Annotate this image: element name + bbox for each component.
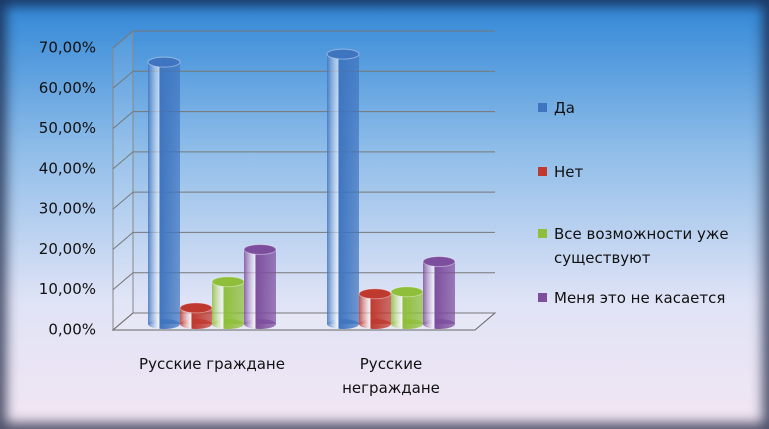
legend-item: Меня это не касается (538, 286, 753, 310)
x-tick-label: Русские неграждане (342, 355, 440, 397)
y-tick-label: 20,00% (39, 240, 96, 258)
grid-line (112, 272, 495, 291)
bar-bottom (391, 319, 423, 329)
legend-swatch (538, 103, 547, 112)
grid-line (112, 151, 495, 170)
bar (243, 243, 277, 329)
legend-swatch (538, 229, 547, 238)
bar-top (358, 288, 392, 300)
bar (422, 256, 456, 329)
bar-body (244, 249, 276, 324)
bar-body (423, 261, 455, 324)
y-tick-label: 50,00% (39, 119, 96, 137)
grid-line (112, 231, 495, 250)
grid-line (112, 191, 495, 210)
bar (211, 276, 245, 329)
y-tick-label: 10,00% (39, 280, 96, 298)
bar (326, 48, 360, 329)
bar-top (326, 48, 360, 60)
bar-body (327, 54, 359, 324)
bar-top (422, 256, 456, 268)
legend-swatch (538, 293, 547, 302)
bar-body (148, 62, 180, 325)
bar-top (243, 243, 277, 255)
y-tick-label: 60,00% (39, 79, 96, 97)
bar-top (147, 56, 181, 68)
bar-body (359, 293, 391, 324)
x-tick-label: Русские граждане (139, 355, 285, 373)
bar-bottom (148, 319, 180, 329)
bar-bottom (327, 319, 359, 329)
bar-bottom (359, 319, 391, 329)
legend-label: Да (554, 99, 575, 117)
bar-body (212, 281, 244, 324)
legend-item: Да (538, 96, 753, 120)
legend-item: Все возможности уже существуют (538, 222, 753, 270)
legend-label: Все возможности уже существуют (554, 225, 729, 267)
bar-top (390, 286, 424, 298)
grid-line (112, 111, 495, 129)
legend-item: Нет (538, 160, 753, 184)
legend-label: Нет (554, 163, 584, 181)
bar-body (391, 291, 423, 324)
y-tick-label: 30,00% (39, 200, 96, 218)
y-tick-label: 0,00% (48, 321, 96, 339)
legend-label: Меня это не касается (554, 289, 726, 307)
bar-bottom (180, 319, 212, 329)
y-tick-label: 40,00% (39, 159, 96, 177)
grid-line (112, 30, 495, 49)
wall (112, 29, 134, 332)
bar-top (211, 276, 245, 288)
y-tick-label: 70,00% (39, 39, 96, 57)
legend-swatch (538, 167, 547, 176)
bar (147, 56, 181, 329)
bar-top (179, 302, 213, 314)
bar (179, 302, 213, 329)
bar-bottom (244, 319, 276, 329)
bar-bottom (212, 319, 244, 329)
bar (390, 286, 424, 329)
bar (358, 288, 392, 329)
bar-bottom (423, 319, 455, 329)
grid-line (112, 70, 495, 89)
